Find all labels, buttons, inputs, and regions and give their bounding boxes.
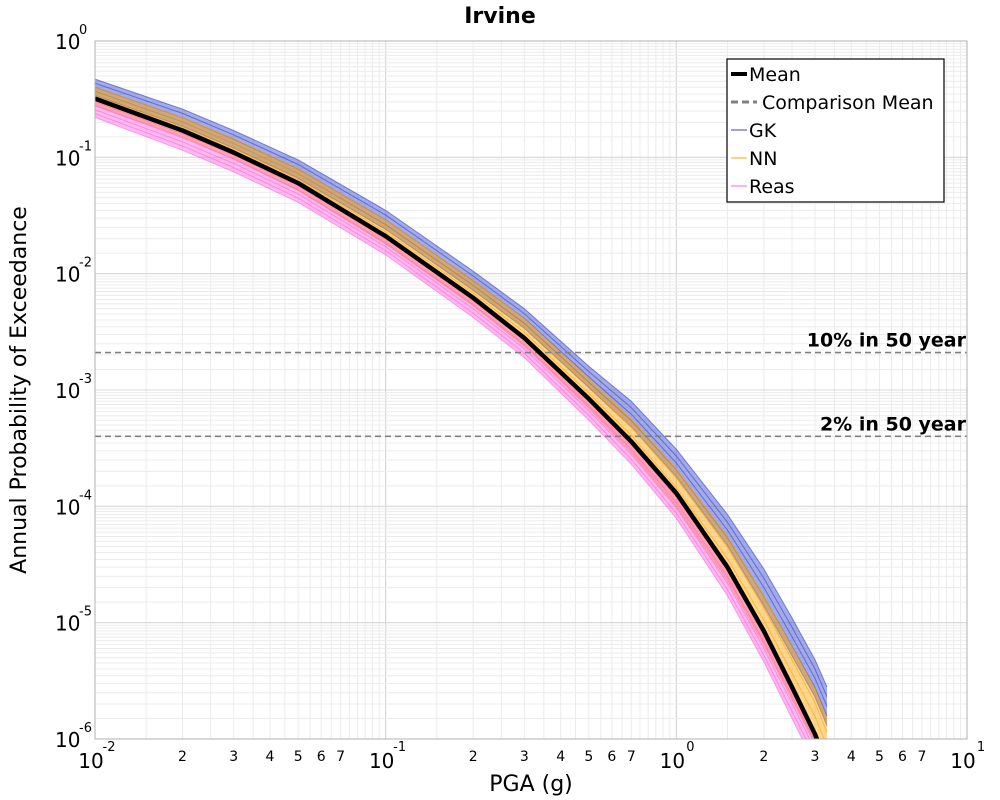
legend-item-label: Mean: [749, 64, 801, 86]
y-tick-label: 10: [55, 728, 80, 752]
y-tick-label: 10: [55, 612, 80, 636]
legend-item-label: Reas: [749, 176, 795, 198]
x-minor-tick-label: 4: [266, 749, 275, 765]
reference-lines: 10% in 50 year 2% in 50 year: [95, 330, 967, 438]
curve-gk: [95, 82, 828, 697]
y-tick-exponent: -5: [79, 605, 92, 620]
series-bands: [95, 78, 828, 739]
y-tick-exponent: -4: [79, 488, 92, 503]
y-tick-exponent: 0: [79, 23, 87, 38]
x-tick-exponent: -1: [393, 740, 406, 755]
y-tick-label: 10: [55, 263, 80, 287]
x-minor-tick-label: 7: [627, 749, 636, 765]
x-tick-exponent: -2: [103, 740, 116, 755]
x-minor-tick-label: 4: [556, 749, 565, 765]
x-minor-tick-label: 5: [584, 749, 593, 765]
curve-nn: [95, 91, 828, 733]
x-minor-tick-label: 2: [469, 749, 478, 765]
legend-item-label: GK: [749, 120, 777, 142]
y-tick-exponent: -1: [79, 139, 92, 154]
y-tick-label: 10: [55, 495, 80, 519]
y-axis-label: Annual Probability of Exceedance: [7, 206, 32, 574]
y-tick-exponent: -3: [79, 372, 92, 387]
x-minor-tick-label: 3: [229, 749, 238, 765]
x-tick-exponent: 1: [977, 740, 985, 755]
y-tick-label: 10: [55, 30, 80, 54]
curve-reas: [95, 105, 815, 739]
x-minor-tick-label: 4: [847, 749, 856, 765]
plot-frame: [94, 40, 968, 740]
legend-box: [726, 58, 945, 203]
chart-title: Irvine: [464, 4, 536, 29]
legend-item-label: NN: [749, 148, 777, 170]
curve-reas: [95, 113, 807, 739]
x-tick-label: 10: [660, 749, 685, 773]
legend-item-label: Comparison Mean: [762, 92, 934, 114]
curve-reas: [95, 117, 803, 739]
y-tick-label: 10: [55, 146, 80, 170]
x-minor-tick-label: 3: [811, 749, 820, 765]
curve-gk: [95, 95, 828, 726]
x-minor-tick-label: 5: [294, 749, 303, 765]
x-minor-tick-label: 7: [336, 749, 345, 765]
x-minor-tick-label: 7: [918, 749, 927, 765]
x-minor-tick-label: 6: [898, 749, 907, 765]
x-tick-label: 10: [369, 749, 394, 773]
reference-line-label: 2% in 50 year: [820, 413, 967, 435]
curve-nn: [95, 95, 825, 739]
curve-gk: [95, 78, 828, 688]
x-minor-tick-label: 2: [178, 749, 187, 765]
curve-gk: [95, 86, 828, 707]
x-tick-label: 10: [950, 749, 975, 773]
y-tick-label: 10: [55, 379, 80, 403]
curve-reas: [95, 109, 811, 739]
x-minor-tick-label: 2: [759, 749, 768, 765]
x-tick-label: 10: [78, 749, 103, 773]
mean-line: [95, 96, 820, 739]
y-tick-exponent: -6: [79, 721, 92, 736]
x-minor-tick-label: 6: [317, 749, 326, 765]
x-minor-tick-label: 3: [520, 749, 529, 765]
x-axis-label: PGA (g): [489, 772, 573, 797]
reference-line-label: 10% in 50 year: [807, 330, 967, 352]
x-tick-exponent: 0: [686, 740, 694, 755]
x-minor-tick-label: 5: [875, 749, 884, 765]
legend: Mean Comparison Mean GK NN Reas: [726, 58, 945, 203]
curve-nn: [95, 86, 828, 719]
x-minor-tick-label: 6: [607, 749, 616, 765]
y-tick-exponent: -2: [79, 256, 92, 271]
series-lines: [95, 96, 820, 739]
